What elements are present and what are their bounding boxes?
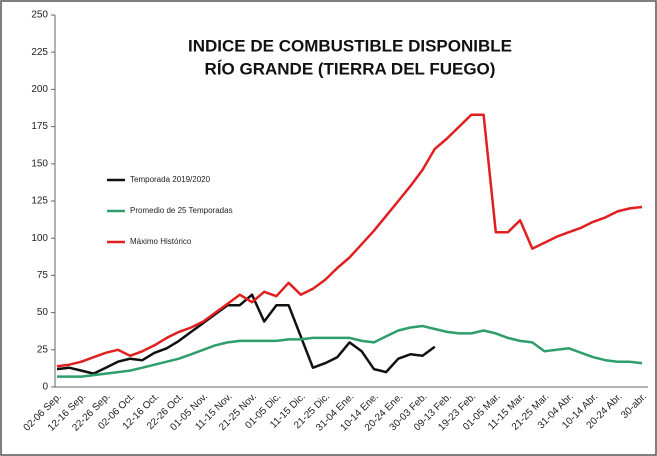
- series-line: [56, 293, 436, 375]
- y-tick-label: 50: [37, 307, 49, 318]
- series-line: [57, 324, 643, 378]
- y-tick-label: 225: [31, 47, 48, 58]
- legend-label: Máximo Histórico: [130, 237, 192, 246]
- legend-label: Temporada 2019/2020: [130, 175, 211, 184]
- series-line: [56, 113, 643, 368]
- y-tick-label: 100: [31, 233, 48, 244]
- chart-title: INDICE DE COMBUSTIBLE DISPONIBLE: [188, 36, 512, 55]
- y-tick-label: 0: [42, 382, 48, 393]
- chart-title: RÍO GRANDE (TIERRA DEL FUEGO): [205, 59, 496, 78]
- y-tick-label: 150: [31, 158, 48, 169]
- y-tick-label: 175: [31, 121, 48, 132]
- legend-label: Promedio de 25 Temporadas: [130, 206, 233, 215]
- y-tick-label: 125: [31, 196, 48, 207]
- y-tick-label: 200: [31, 84, 48, 95]
- y-tick-label: 25: [37, 344, 49, 355]
- y-tick-label: 75: [37, 270, 49, 281]
- y-tick-label: 250: [31, 10, 48, 21]
